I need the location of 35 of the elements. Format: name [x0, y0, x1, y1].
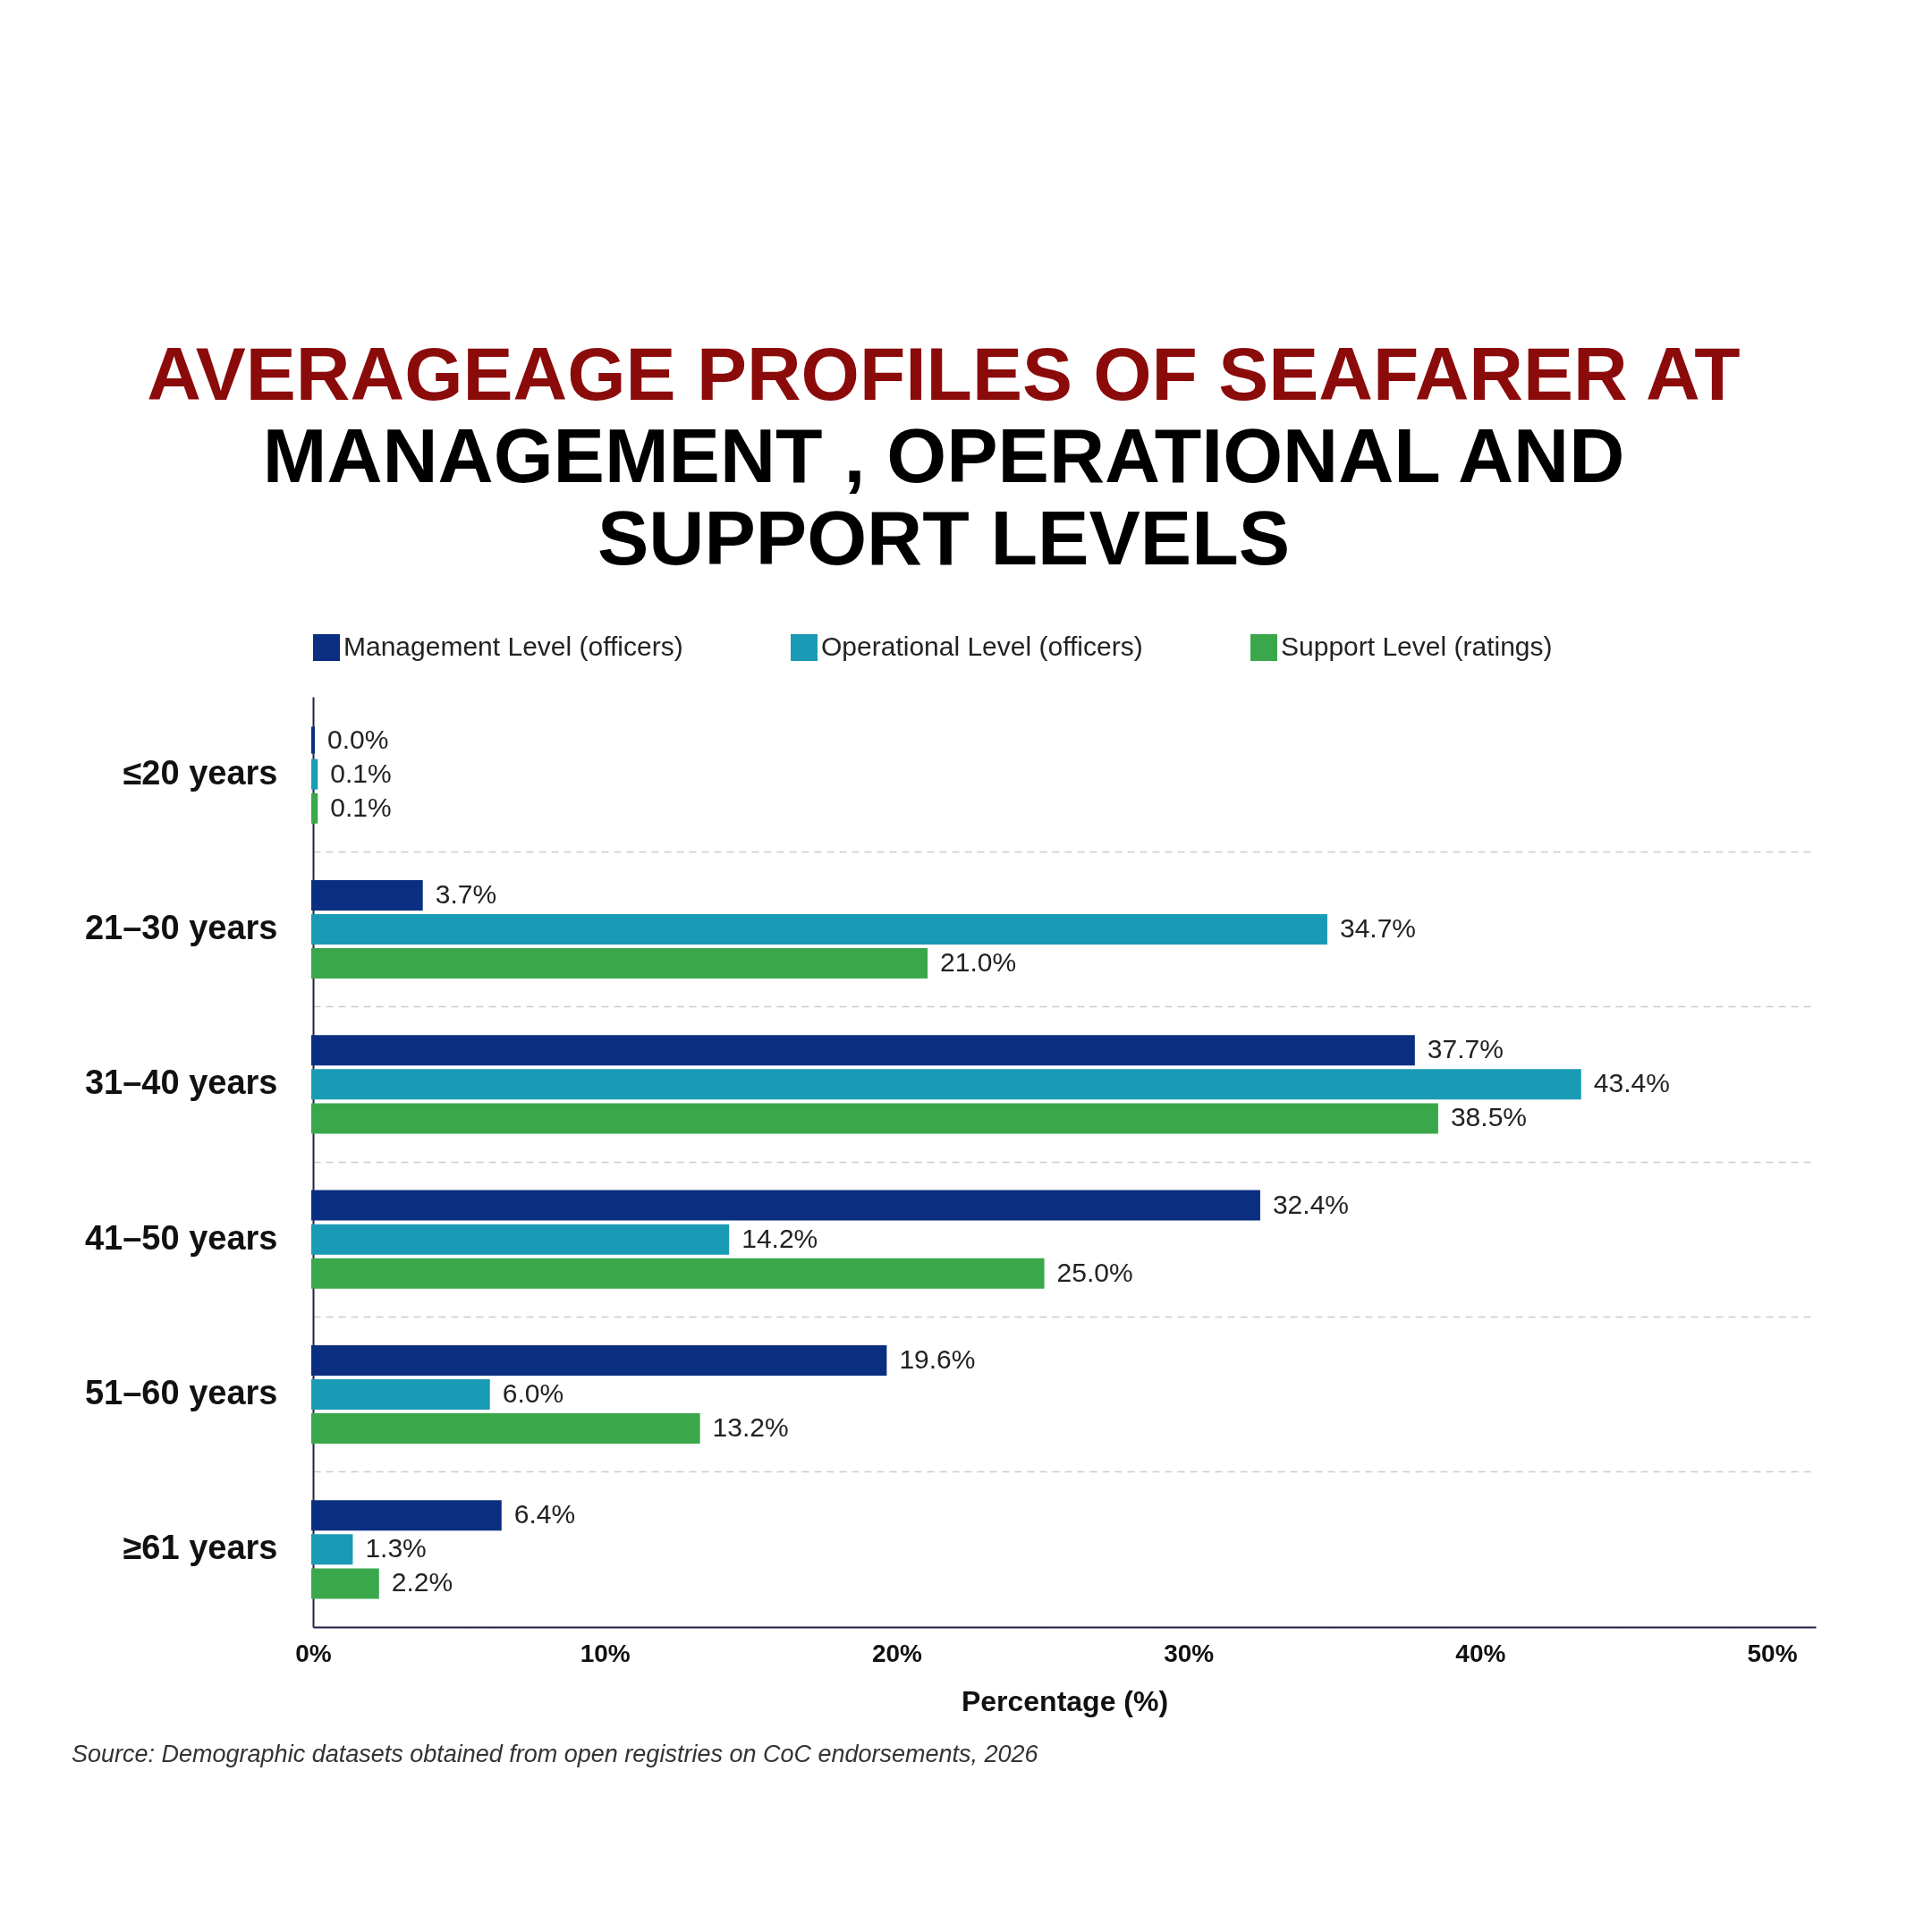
data-label: 19.6%: [899, 1343, 976, 1374]
x-tick-label: 50%: [1747, 1639, 1798, 1667]
y-tick-label: 31–40 years: [84, 1063, 278, 1102]
data-label: 34.7%: [1339, 913, 1417, 943]
x-tick-label: 40%: [1455, 1639, 1506, 1667]
data-label: 25.0%: [1056, 1257, 1133, 1287]
data-label: 6.4%: [513, 1499, 576, 1530]
legend-label: Operational Level (officers): [821, 631, 1143, 661]
y-tick-label: ≤20 years: [123, 753, 278, 792]
x-tick-label: 0%: [295, 1639, 332, 1667]
data-label: 14.2%: [741, 1223, 818, 1253]
data-label: 38.5%: [1450, 1102, 1527, 1132]
legend-label: Management Level (officers): [343, 631, 683, 661]
source-note: Source: Demographic datasets obtained from open registries on CoC endorsements, 2026: [72, 1741, 1039, 1767]
data-label: 43.4%: [1593, 1068, 1670, 1098]
data-label: 2.2%: [391, 1567, 453, 1597]
data-label: 0.0%: [327, 724, 389, 754]
y-tick-label: ≥61 years: [123, 1529, 278, 1567]
data-label: 21.0%: [940, 947, 1017, 978]
x-axis-title: Percentage (%): [961, 1684, 1169, 1717]
y-tick-label: 51–60 years: [84, 1374, 278, 1411]
data-label: 0.1%: [330, 792, 392, 822]
y-tick-label: 41–50 years: [84, 1218, 278, 1257]
data-label: 3.7%: [435, 878, 497, 909]
x-tick-label: 10%: [580, 1639, 631, 1667]
data-label: 1.3%: [365, 1533, 427, 1563]
data-label: 37.7%: [1427, 1034, 1504, 1064]
data-label: 32.4%: [1272, 1189, 1350, 1219]
legend-label: Support Level (ratings): [1281, 631, 1553, 661]
x-tick-label: 20%: [871, 1639, 923, 1667]
data-label: 0.1%: [330, 758, 392, 788]
x-tick-label: 30%: [1164, 1639, 1215, 1667]
y-tick-label: 21–30 years: [84, 909, 278, 946]
data-label: 6.0%: [502, 1378, 564, 1408]
data-label: 13.2%: [712, 1412, 789, 1443]
